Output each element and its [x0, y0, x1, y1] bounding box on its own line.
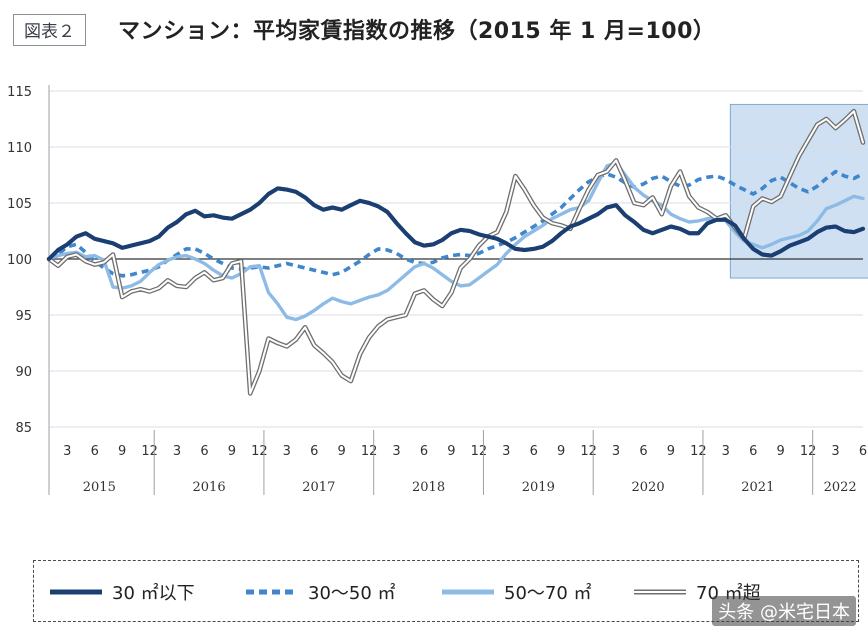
x-tick-label: 9 — [777, 444, 785, 459]
x-tick-label: 3 — [831, 444, 839, 459]
legend-item-30-under: 30 ㎡以下 — [50, 579, 195, 605]
x-tick-label: 12 — [471, 444, 488, 459]
x-tick-label: 6 — [859, 444, 867, 459]
x-tick-label: 3 — [612, 444, 620, 459]
y-tick-label: 85 — [15, 421, 32, 436]
watermark: 头条 @米宅日本 — [712, 596, 856, 626]
legend-swatch-30-50 — [246, 589, 298, 595]
x-tick-label: 6 — [200, 444, 208, 459]
x-year-label: 2022 — [824, 480, 857, 495]
x-tick-label: 9 — [667, 444, 675, 459]
x-tick-label: 12 — [141, 444, 158, 459]
legend-label: 30〜50 ㎡ — [308, 583, 396, 604]
series-line-70-over-inner — [48, 110, 864, 395]
x-year-label: 2015 — [83, 480, 116, 495]
legend-label: 50〜70 ㎡ — [504, 583, 592, 604]
x-tick-label: 3 — [283, 444, 291, 459]
x-year-label: 2019 — [522, 480, 555, 495]
x-tick-label: 6 — [310, 444, 318, 459]
y-tick-label: 115 — [7, 85, 32, 100]
legend-swatch-50-70 — [442, 589, 494, 595]
legend-item-50-70: 50〜70 ㎡ — [442, 579, 592, 605]
x-tick-label: 6 — [749, 444, 757, 459]
x-tick-label: 6 — [530, 444, 538, 459]
line-chart: 85 90 95 100 105 110 115 3 6 9 12 3 6 9 12 3 6 9 12 3 6 9 12 3 6… — [7, 85, 868, 495]
x-tick-label: 12 — [251, 444, 268, 459]
legend: 30 ㎡以下 30〜50 ㎡ 50〜70 ㎡ 70 ㎡超 — [33, 560, 859, 622]
y-tick-label: 105 — [7, 197, 32, 212]
x-tick-label: 9 — [447, 444, 455, 459]
legend-swatch-30-under — [50, 589, 102, 595]
x-tick-label: 3 — [392, 444, 400, 459]
x-tick-label: 3 — [63, 444, 71, 459]
legend-item-30-50: 30〜50 ㎡ — [246, 579, 396, 605]
x-tick-label: 9 — [118, 444, 126, 459]
x-tick-label: 3 — [722, 444, 730, 459]
x-tick-label: 3 — [502, 444, 510, 459]
x-year-label: 2016 — [193, 480, 226, 495]
y-tick-label: 110 — [7, 141, 32, 156]
y-tick-label: 100 — [7, 253, 32, 268]
chart-title: マンション：平均家賃指数の推移（2015 年 1 月=100） — [118, 19, 716, 44]
x-year-label: 2017 — [302, 480, 335, 495]
x-year-label: 2018 — [412, 480, 445, 495]
x-tick-label: 12 — [690, 444, 707, 459]
x-tick-label: 3 — [173, 444, 181, 459]
x-tick-label: 9 — [338, 444, 346, 459]
y-tick-label: 95 — [15, 309, 32, 324]
x-tick-label: 6 — [420, 444, 428, 459]
x-tick-label: 12 — [361, 444, 378, 459]
series-line-30-50 — [48, 169, 864, 278]
y-tick-label: 90 — [15, 365, 32, 380]
x-year-label: 2021 — [741, 480, 774, 495]
x-tick-label: 6 — [639, 444, 647, 459]
x-tick-label: 12 — [580, 444, 597, 459]
x-tick-label: 12 — [800, 444, 817, 459]
x-tick-label: 9 — [557, 444, 565, 459]
legend-label: 30 ㎡以下 — [112, 583, 195, 604]
x-tick-label: 9 — [228, 444, 236, 459]
figure-label: 図表２ — [13, 14, 86, 46]
legend-swatch-70-over — [634, 589, 686, 595]
series-line-30-under-top — [47, 186, 865, 261]
x-tick-label: 6 — [91, 444, 99, 459]
x-year-label: 2020 — [632, 480, 665, 495]
